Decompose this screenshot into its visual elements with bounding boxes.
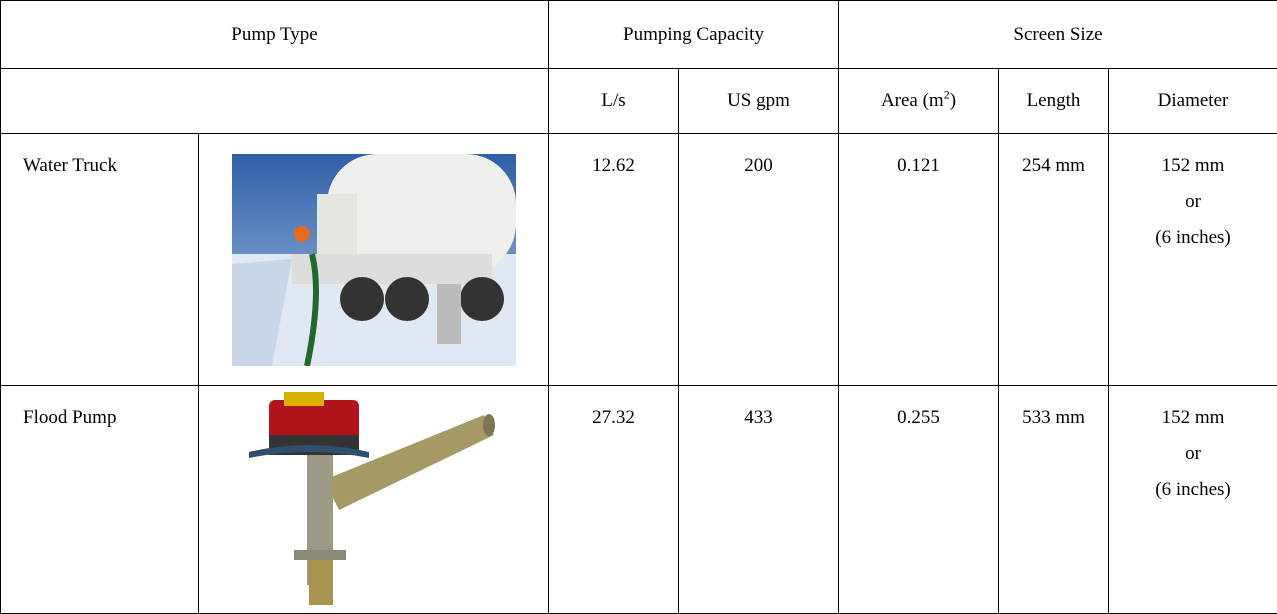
subheader-cell: L/s	[549, 69, 679, 134]
value-cell: 27.32	[549, 386, 679, 614]
line: 152 mm	[1109, 148, 1277, 184]
value-cell: 0.121	[839, 134, 999, 386]
flood-pump-image	[229, 390, 519, 610]
value-cell: 12.62	[549, 134, 679, 386]
subheader-cell: Length	[999, 69, 1109, 134]
water-truck-image	[232, 154, 516, 366]
text: Area (m	[881, 90, 944, 111]
empty-cell	[1, 69, 549, 134]
image-cell	[199, 134, 549, 386]
value-cell: 533 mm	[999, 386, 1109, 614]
subheader-cell: US gpm	[679, 69, 839, 134]
pump-name: Water Truck	[1, 134, 199, 386]
line: (6 inches)	[1109, 472, 1277, 508]
subheader-cell: Area (m2)	[839, 69, 999, 134]
line: or	[1109, 184, 1277, 220]
value-cell: 433	[679, 386, 839, 614]
subheader-cell: Diameter	[1109, 69, 1277, 134]
line: or	[1109, 436, 1277, 472]
text: )	[950, 90, 956, 111]
value-cell: 200	[679, 134, 839, 386]
value-cell: 254 mm	[999, 134, 1109, 386]
line: 152 mm	[1109, 400, 1277, 436]
pump-name: Flood Pump	[1, 386, 199, 614]
header-cell: Pump Type	[1, 1, 549, 69]
header-cell: Screen Size	[839, 1, 1277, 69]
line: (6 inches)	[1109, 220, 1277, 256]
value-cell: 0.255	[839, 386, 999, 614]
header-cell: Pumping Capacity	[549, 1, 839, 69]
image-cell	[199, 386, 549, 614]
